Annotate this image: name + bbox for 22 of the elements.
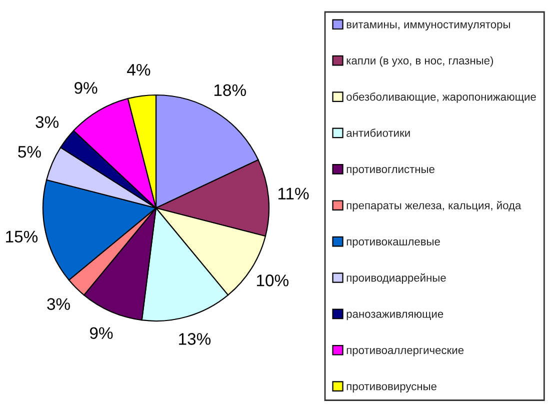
- legend-label: антибиотики: [346, 128, 410, 137]
- data-label: 15%: [6, 230, 38, 243]
- legend-label: витамины, иммуностимуляторы: [346, 22, 510, 31]
- data-label: 4%: [127, 64, 150, 76]
- legend-label: обезболивающие, жаропонижающие: [346, 92, 536, 103]
- legend-label: капли (в ухо, в нос, глазные): [346, 56, 494, 67]
- legend-label: проиводиаррейные: [346, 273, 446, 284]
- legend-label: противовирусные: [346, 384, 436, 392]
- data-label: 13%: [179, 333, 211, 345]
- legend-label: противокашлевые: [346, 239, 440, 248]
- data-label: 5%: [18, 146, 41, 158]
- data-label: 11%: [278, 188, 309, 200]
- data-label: 3%: [36, 116, 59, 128]
- data-label: 3%: [47, 298, 70, 310]
- data-label: 10%: [256, 274, 288, 286]
- data-label: 18%: [214, 84, 246, 96]
- legend-label: ранозаживляющие: [346, 312, 444, 320]
- data-label: 9%: [74, 82, 98, 94]
- legend-label: противоглистные: [346, 167, 434, 176]
- data-label: 9%: [90, 327, 113, 339]
- legend-label: препараты железа, кальция, йода: [346, 200, 522, 212]
- legend-label: противоаллергические: [346, 348, 464, 356]
